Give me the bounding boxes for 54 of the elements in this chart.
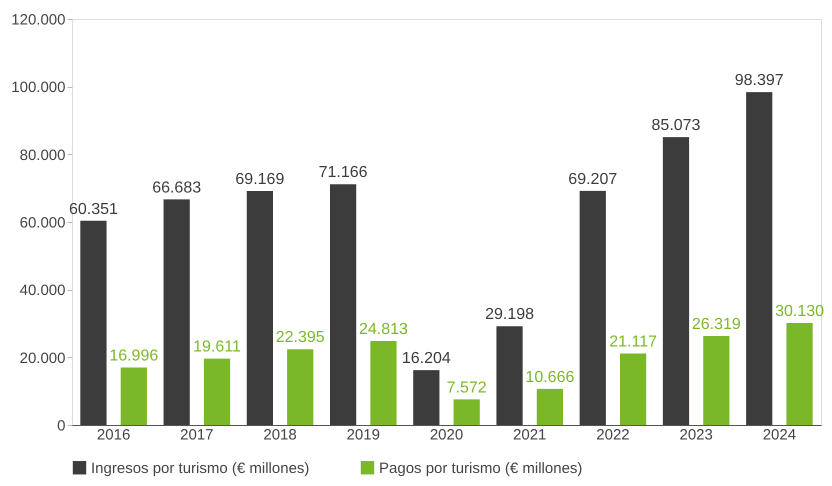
data-label: 69.169 xyxy=(235,170,284,188)
bar xyxy=(370,341,397,425)
bar xyxy=(620,354,646,425)
legend-label: Pagos por turismo (€ millones) xyxy=(379,460,582,477)
data-label: 7.572 xyxy=(446,379,487,396)
x-tick-label: 2024 xyxy=(762,426,796,444)
x-tick-label: 2019 xyxy=(346,426,380,444)
bar xyxy=(413,370,440,425)
y-tick-label: 100.000 xyxy=(11,79,66,96)
bar xyxy=(330,184,356,425)
y-tick-label: 20.000 xyxy=(20,350,66,367)
data-label: 19.611 xyxy=(193,338,241,356)
data-label: 85.073 xyxy=(652,117,701,134)
bar xyxy=(703,336,730,425)
x-tick-label: 2017 xyxy=(180,426,214,444)
bar xyxy=(287,349,314,425)
data-label: 69.207 xyxy=(568,170,618,188)
data-label: 21.117 xyxy=(609,334,658,351)
bar xyxy=(662,137,690,425)
y-tick-label: 60.000 xyxy=(20,214,66,232)
data-label: 60.351 xyxy=(68,200,118,218)
bar xyxy=(246,190,273,425)
legend-label: Ingresos por turismo (€ millones) xyxy=(91,460,310,477)
bar xyxy=(580,190,606,425)
y-tick-label: 40.000 xyxy=(20,282,66,300)
data-label: 71.166 xyxy=(318,164,368,182)
data-label: 24.813 xyxy=(358,321,408,338)
data-label: 30.130 xyxy=(775,303,824,320)
data-label: 98.397 xyxy=(734,72,784,90)
bar xyxy=(204,358,230,425)
bar xyxy=(80,220,107,425)
x-tick-label: 2023 xyxy=(679,426,713,444)
data-label: 10.666 xyxy=(525,368,574,386)
y-tick-label: 0 xyxy=(57,418,66,434)
x-tick-label: 2021 xyxy=(513,426,546,444)
data-label: 16.996 xyxy=(109,347,158,364)
y-tick-label: 120.000 xyxy=(11,12,66,28)
x-tick-label: 2022 xyxy=(596,426,630,444)
bar xyxy=(454,399,480,425)
data-label: 29.198 xyxy=(485,306,534,324)
bar xyxy=(164,199,190,425)
bar xyxy=(746,92,772,425)
data-label: 26.319 xyxy=(692,316,741,333)
bar xyxy=(120,367,147,425)
data-label: 66.683 xyxy=(152,179,202,196)
x-tick-label: 2016 xyxy=(96,426,130,444)
data-label: 22.395 xyxy=(276,329,325,346)
bar xyxy=(536,388,564,425)
x-tick-label: 2018 xyxy=(263,426,297,444)
x-tick-label: 2020 xyxy=(430,426,464,444)
y-tick-label: 80.000 xyxy=(20,146,66,164)
bar xyxy=(496,326,523,425)
bar xyxy=(786,323,813,425)
data-label: 16.204 xyxy=(402,350,451,368)
